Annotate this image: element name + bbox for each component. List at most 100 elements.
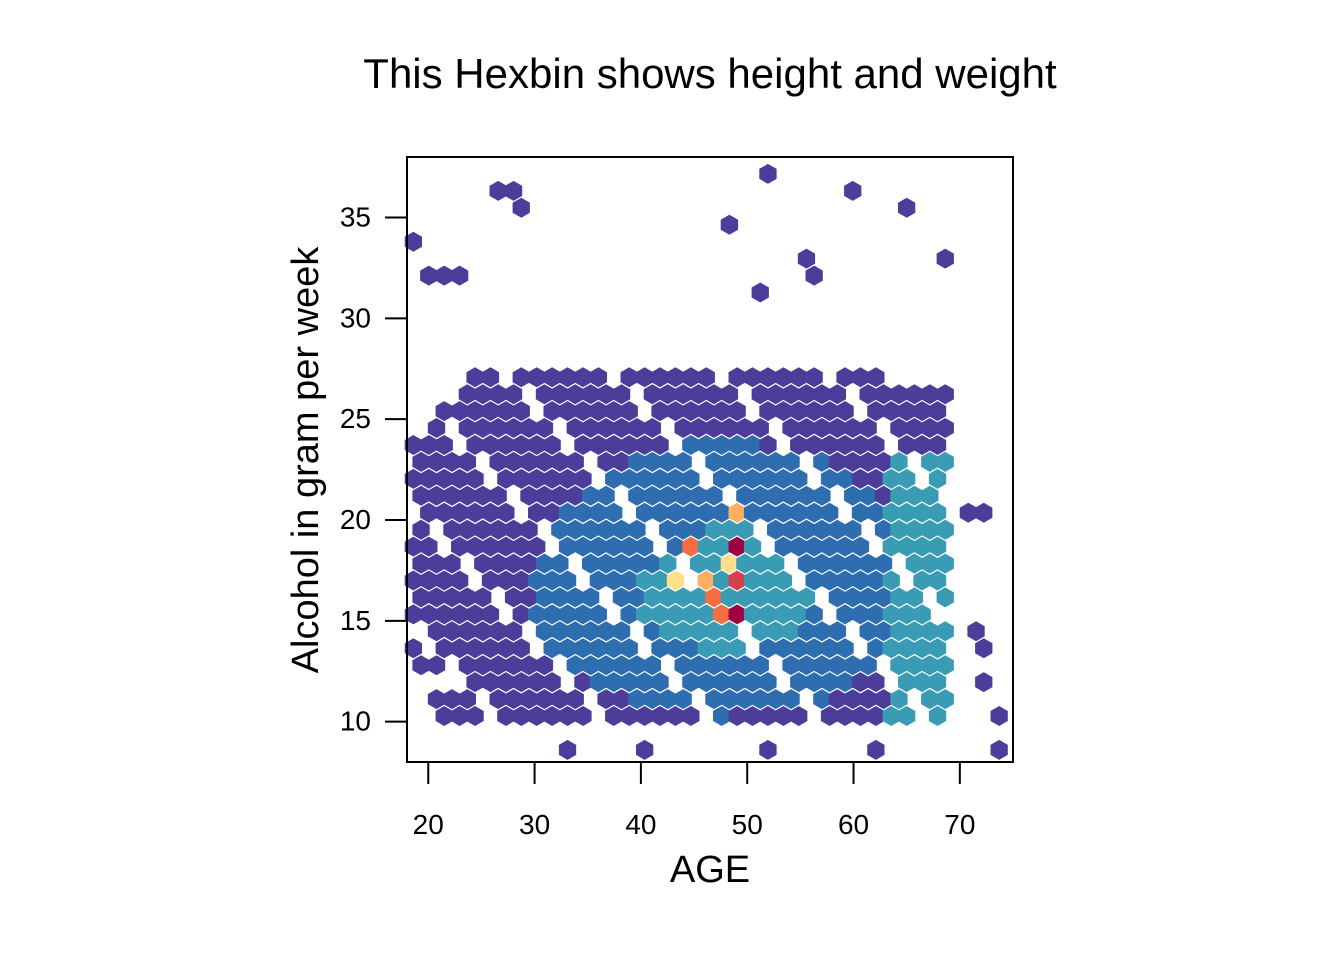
hex-bin xyxy=(612,689,631,710)
hex-bin xyxy=(851,706,870,726)
hex-bin xyxy=(481,367,500,388)
hex-bin xyxy=(867,604,885,625)
hex-bin xyxy=(751,621,769,642)
hex-bin xyxy=(774,706,792,726)
hex-bin xyxy=(882,401,900,422)
hex-bin xyxy=(705,587,723,608)
hex-bin xyxy=(936,248,954,269)
hex-bin xyxy=(435,468,453,489)
hex-bin xyxy=(558,570,577,591)
hex-bin xyxy=(928,468,947,489)
hex-bin xyxy=(836,536,854,557)
hex-bin xyxy=(705,451,723,472)
hex-bin xyxy=(620,706,638,726)
hex-bin xyxy=(782,587,800,608)
hex-bin xyxy=(720,587,739,608)
hex-bin xyxy=(651,367,669,388)
hex-bin xyxy=(589,435,607,455)
hex-bin xyxy=(558,367,577,388)
hex-bin xyxy=(767,621,785,642)
hex-bin xyxy=(582,418,600,438)
hex-bin xyxy=(689,418,708,438)
hex-bin xyxy=(535,689,554,710)
hex-bin xyxy=(713,672,731,693)
hex-bin xyxy=(466,706,484,726)
hex-bin xyxy=(928,570,947,591)
hex-bin xyxy=(528,604,546,625)
hex-bin xyxy=(489,418,507,438)
hex-bin xyxy=(612,655,631,676)
hex-bin xyxy=(458,587,476,608)
hex-bin xyxy=(728,536,746,557)
hex-bin xyxy=(574,367,592,388)
hex-bin xyxy=(412,519,430,540)
y-axis-label: Alcohol in gram per week xyxy=(285,246,327,674)
hex-bin xyxy=(820,570,839,591)
hex-bin xyxy=(928,435,947,455)
hex-bin xyxy=(597,384,615,405)
hex-bin xyxy=(774,468,792,489)
hex-bin xyxy=(551,587,569,608)
hex-bin xyxy=(836,401,854,422)
hex-bin xyxy=(504,451,523,472)
hex-bin xyxy=(759,163,777,184)
hex-bin xyxy=(489,621,507,642)
hex-bin xyxy=(790,367,808,388)
hex-bin xyxy=(728,468,746,489)
hex-bin xyxy=(736,655,754,676)
hex-bin xyxy=(620,401,638,422)
hex-bin xyxy=(589,604,607,625)
hex-bin xyxy=(636,706,654,726)
hex-bin xyxy=(743,468,762,489)
hex-bin xyxy=(874,553,893,574)
x-tick-label: 40 xyxy=(625,809,656,840)
hex-bin xyxy=(636,502,654,523)
hex-bin xyxy=(928,401,947,422)
hex-bin xyxy=(404,231,422,252)
hex-bin xyxy=(566,384,584,405)
hex-bin xyxy=(921,689,939,710)
hex-bin xyxy=(774,502,792,523)
hex-bin xyxy=(890,418,908,438)
hex-bin xyxy=(582,587,600,608)
hex-bin xyxy=(705,553,723,574)
hex-bin xyxy=(828,384,846,405)
hex-bin xyxy=(936,451,954,472)
hex-bin xyxy=(674,519,692,540)
hex-bin xyxy=(597,553,615,574)
hex-bin xyxy=(867,367,885,388)
hex-bin xyxy=(497,401,515,422)
hex-bin xyxy=(466,401,484,422)
hex-bin xyxy=(659,384,677,405)
hex-bin xyxy=(797,248,816,269)
hex-bin xyxy=(828,587,846,608)
hex-bin xyxy=(443,689,461,710)
hex-bin xyxy=(720,621,739,642)
hex-bin xyxy=(474,553,492,574)
hex-bin xyxy=(466,604,484,625)
hex-bin xyxy=(481,536,500,557)
hex-bin xyxy=(543,604,561,625)
hex-bin xyxy=(867,706,885,726)
hex-bin xyxy=(466,638,484,659)
hex-bin xyxy=(520,689,538,710)
hex-bin xyxy=(828,621,846,642)
hex-bin xyxy=(504,587,523,608)
hex-bin xyxy=(551,621,569,642)
hex-bin xyxy=(620,638,638,659)
hex-bin xyxy=(859,621,877,642)
hex-bin xyxy=(520,587,538,608)
hex-bin xyxy=(898,401,916,422)
hex-bin xyxy=(597,485,615,506)
hex-bin xyxy=(605,536,623,557)
hex-bin xyxy=(867,468,885,489)
hex-bin xyxy=(820,672,839,693)
hex-bin xyxy=(813,689,831,710)
hex-bin xyxy=(867,401,885,422)
hex-bin xyxy=(751,451,769,472)
hex-bin xyxy=(728,706,746,726)
hex-bin xyxy=(458,689,476,710)
hex-bin xyxy=(890,384,908,405)
hex-bin xyxy=(605,706,623,726)
